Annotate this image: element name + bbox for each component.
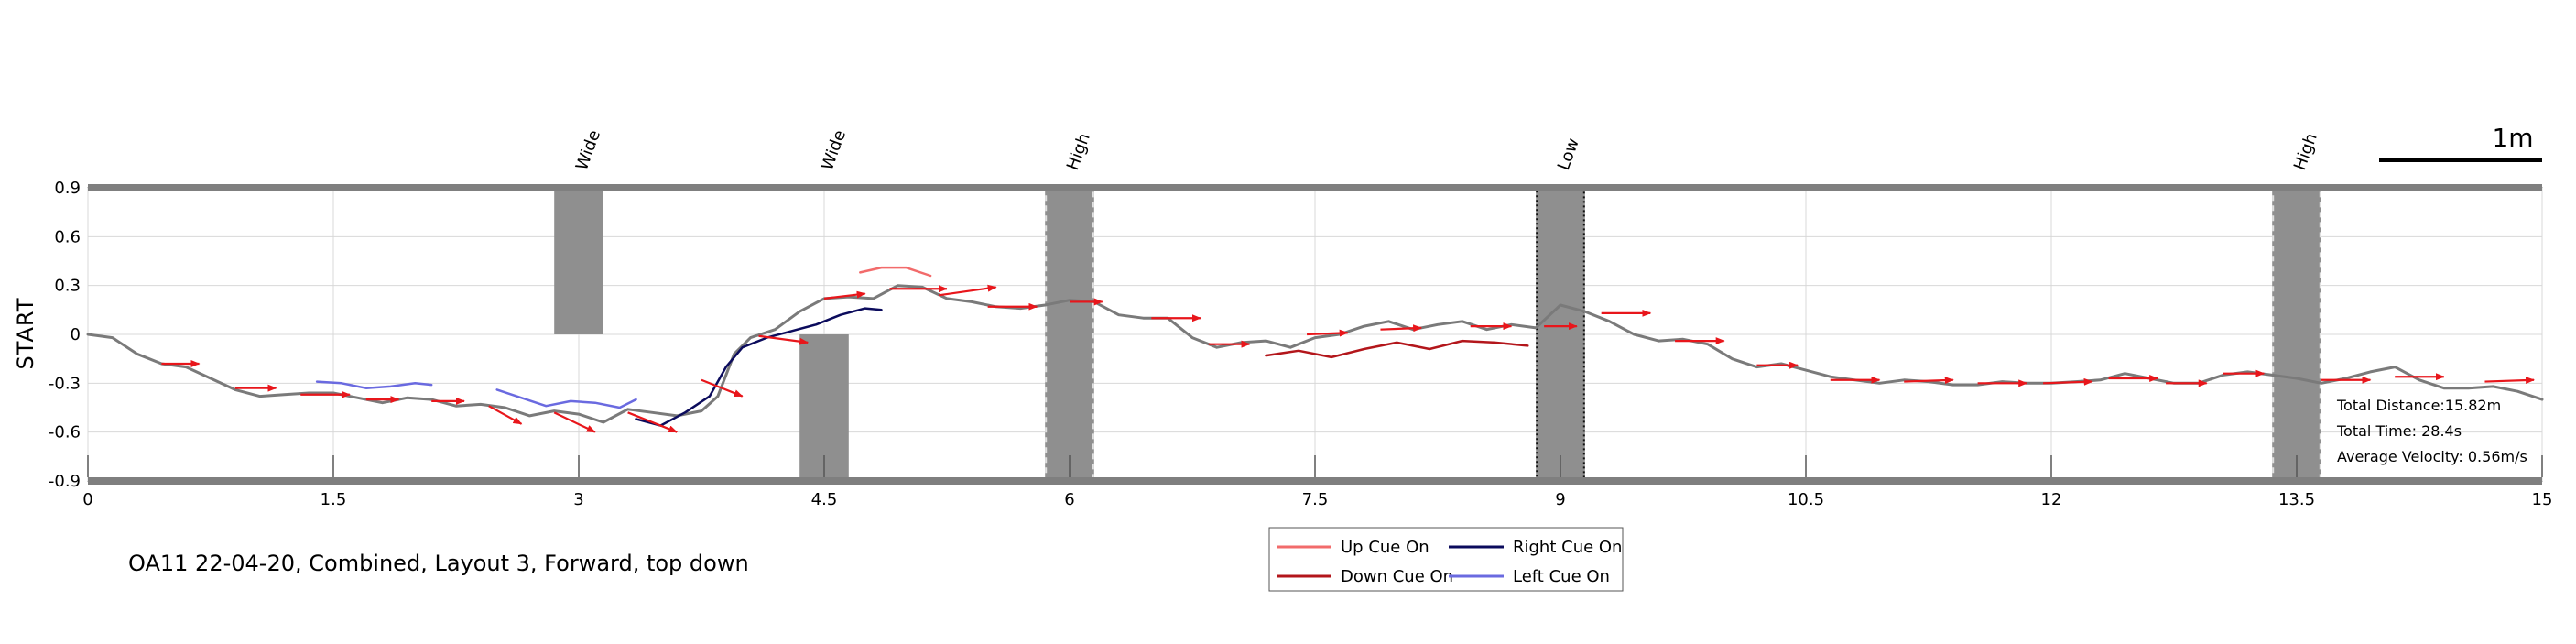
- direction-arrow: [758, 334, 810, 345]
- legend-label-left-cue: Left Cue On: [1513, 567, 1610, 586]
- figure-caption: OA11 22-04-20, Combined, Layout 3, Forwa…: [128, 551, 749, 576]
- obstacle-label: Low: [1554, 136, 1583, 172]
- y-tick-label: 0.6: [54, 227, 81, 246]
- series: [86, 266, 2544, 427]
- x-tick-label: 1.5: [321, 490, 347, 509]
- y-tick-label: -0.6: [49, 423, 81, 442]
- series-line-left-cue-1: [315, 380, 433, 389]
- x-tick-label: 6: [1064, 490, 1074, 509]
- obstacle-block: [1045, 188, 1094, 481]
- x-tick-label: 10.5: [1788, 490, 1824, 509]
- stat-average-velocity: Average Velocity: 0.56m/s: [2337, 448, 2527, 465]
- direction-arrow: [1380, 324, 1423, 333]
- x-tick-label: 7.5: [1302, 490, 1329, 509]
- axis-ticks: 0 1.5 3 4.5 6 7.5 9 10.5 12 13.5 15 0.9 0.6 0.3 0 -0.3 -…: [49, 179, 2553, 509]
- track-rails: [88, 184, 2542, 485]
- direction-arrow: [1307, 329, 1349, 337]
- series-line-down-cue-1: [1265, 339, 1529, 359]
- x-tick-label: 3: [573, 490, 583, 509]
- obstacle-block: [1536, 188, 1585, 481]
- y-tick-label: 0.9: [54, 179, 81, 198]
- y-tick-label: 0.3: [54, 277, 81, 296]
- legend-label-down-cue: Down Cue On: [1341, 567, 1453, 586]
- y-tick-label: 0: [71, 325, 81, 344]
- x-tick-label: 13.5: [2278, 490, 2315, 509]
- stat-total-distance: Total Distance:15.82m: [2336, 397, 2501, 414]
- series-line-left-cue-2: [495, 388, 637, 409]
- y-tick-label: -0.3: [49, 374, 81, 393]
- x-tick-label: 12: [2041, 490, 2062, 509]
- stats-box: Total Distance:15.82m Total Time: 28.4s …: [2336, 397, 2527, 465]
- obstacle-label: High: [2290, 131, 2321, 173]
- direction-arrow: [553, 411, 596, 433]
- legend: Up Cue On Right Cue On Down Cue On Left …: [1268, 527, 1624, 592]
- bottom-rail: [88, 477, 2542, 485]
- direction-arrow: [1904, 377, 1954, 385]
- obstacle-block: [554, 188, 603, 334]
- scale-bar-label: 1m: [2492, 123, 2533, 153]
- y-tick-label: -0.9: [49, 472, 81, 491]
- series-line-right-cue-1: [635, 307, 883, 427]
- scale-bar: 1m: [2379, 123, 2542, 162]
- direction-arrow: [627, 411, 679, 433]
- direction-arrow: [488, 405, 523, 425]
- x-tick-label: 4.5: [811, 490, 838, 509]
- direction-arrow: [2043, 377, 2093, 386]
- y-axis-label: START: [13, 297, 38, 369]
- obstacle-label: Wide: [818, 127, 850, 172]
- legend-label-up-cue: Up Cue On: [1341, 538, 1429, 557]
- obstacle-block: [2272, 188, 2321, 481]
- legend-label-right-cue: Right Cue On: [1513, 538, 1622, 557]
- direction-arrows: [161, 284, 2536, 433]
- obstacle-label: High: [1063, 131, 1094, 173]
- series-line-path: [86, 284, 2544, 424]
- x-tick-label: 9: [1555, 490, 1565, 509]
- x-tick-label: 15: [2532, 490, 2553, 509]
- direction-arrow: [701, 378, 744, 398]
- series-line-up-cue-1: [859, 266, 932, 278]
- stat-total-time: Total Time: 28.4s: [2336, 422, 2462, 440]
- obstacle-label: Wide: [572, 127, 604, 172]
- x-tick-label: 0: [82, 490, 92, 509]
- top-rail: [88, 184, 2542, 191]
- direction-arrow: [938, 284, 997, 297]
- direction-arrow: [823, 290, 866, 300]
- legend-box: [1268, 527, 1624, 592]
- direction-arrow: [2484, 377, 2536, 385]
